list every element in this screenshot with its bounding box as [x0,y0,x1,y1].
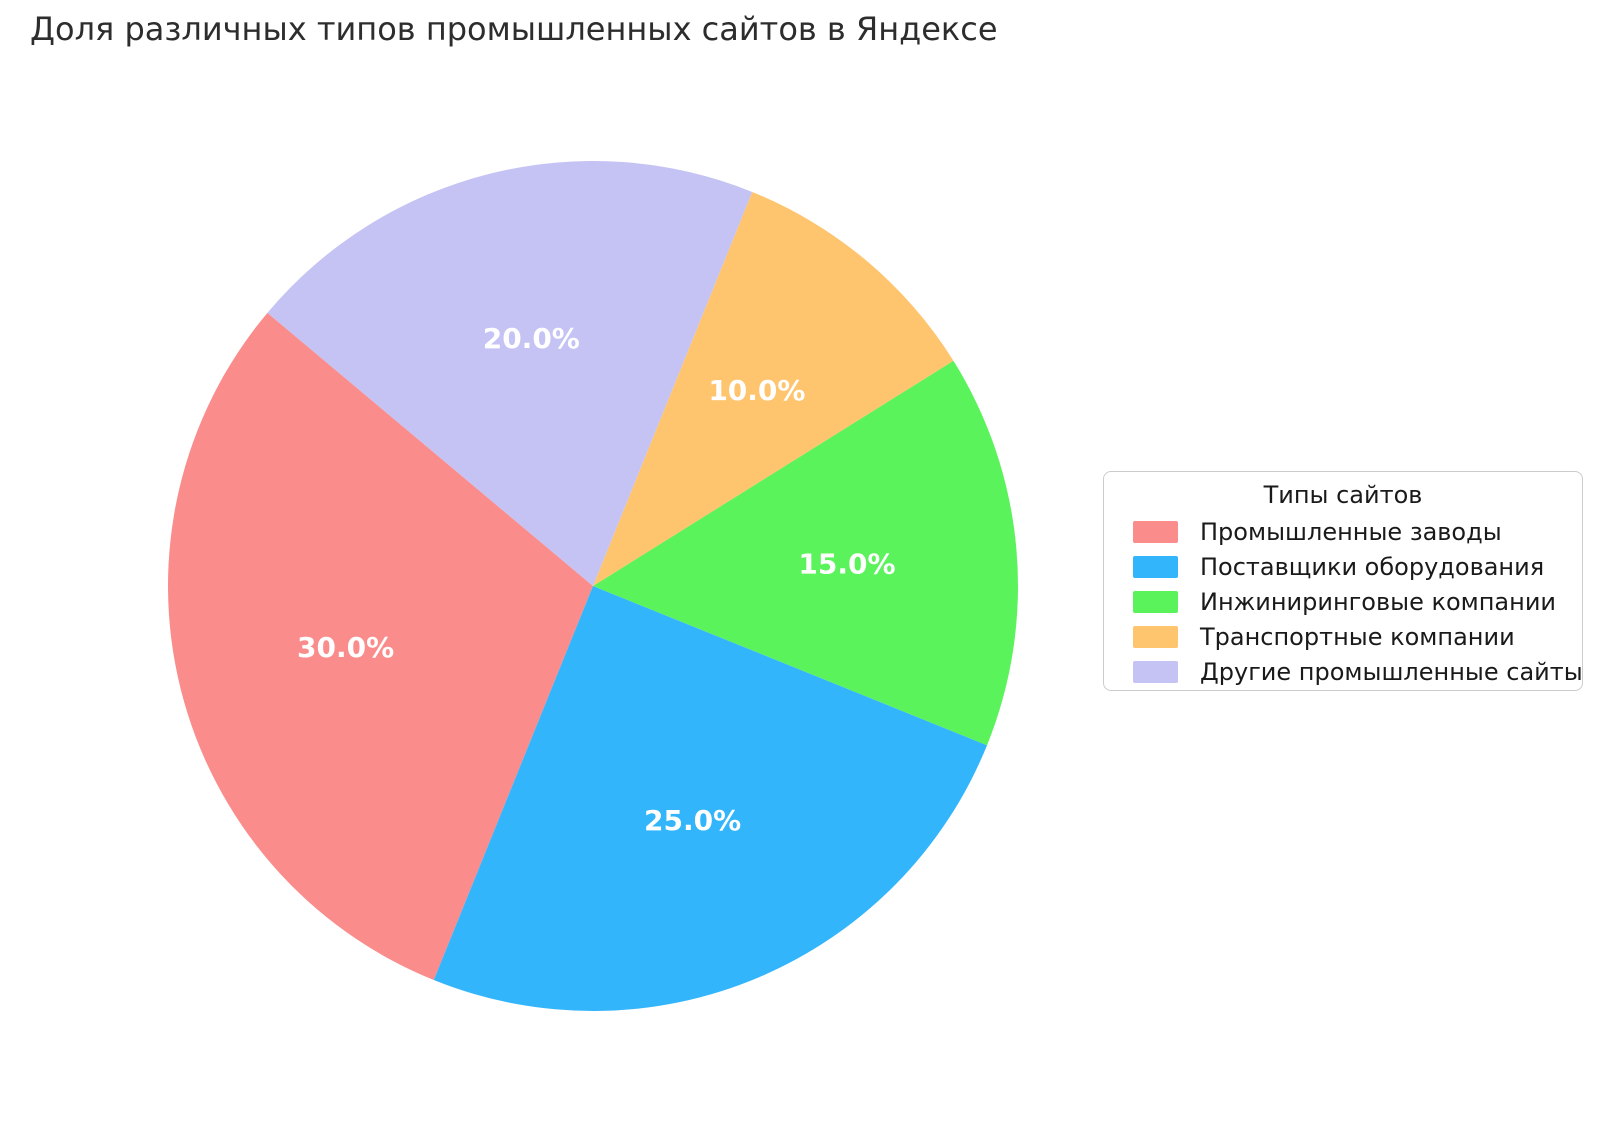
legend-item: Другие промышленные сайты [1104,654,1583,689]
legend-item-label: Промышленные заводы [1200,517,1502,546]
legend-swatch [1133,590,1178,613]
pie-slice-0 [168,312,593,981]
legend-title: Типы сайтов [1263,481,1423,509]
pie-slices-group: 30.0% 25.0% 15.0% 10.0% 20.0% [168,161,1018,1011]
legend-item: Инжиниринговые компании [1104,584,1582,619]
pie-slice-percent-label-3: 10.0% [708,374,805,407]
legend-swatch [1133,555,1178,578]
pie-slice-3 [593,191,954,586]
legend: Типы сайтов Промышленные заводы Поставщи… [1103,471,1583,691]
legend-swatch [1133,660,1178,683]
pie-slice-4 [267,161,753,586]
legend-item-label: Поставщики оборудования [1200,552,1545,581]
chart-title: Доля различных типов промышленных сайтов… [30,10,998,48]
legend-item-label: Другие промышленные сайты [1200,657,1583,686]
legend-swatch [1133,520,1178,543]
legend-swatch [1133,625,1178,648]
pie-slice-percent-label-0: 30.0% [297,631,394,664]
pie-slice-percent-label-2: 15.0% [798,547,895,580]
legend-item: Транспортные компании [1104,619,1582,654]
legend-item-label: Транспортные компании [1200,622,1515,651]
pie-slice-2 [593,360,1018,746]
legend-item-label: Инжиниринговые компании [1200,587,1557,616]
pie-slice-percent-label-1: 25.0% [644,804,741,837]
pie-slice-1 [433,586,988,1011]
pie-slice-percent-label-4: 20.0% [483,322,580,355]
legend-item: Промышленные заводы [1104,514,1582,549]
legend-item: Поставщики оборудования [1104,549,1582,584]
